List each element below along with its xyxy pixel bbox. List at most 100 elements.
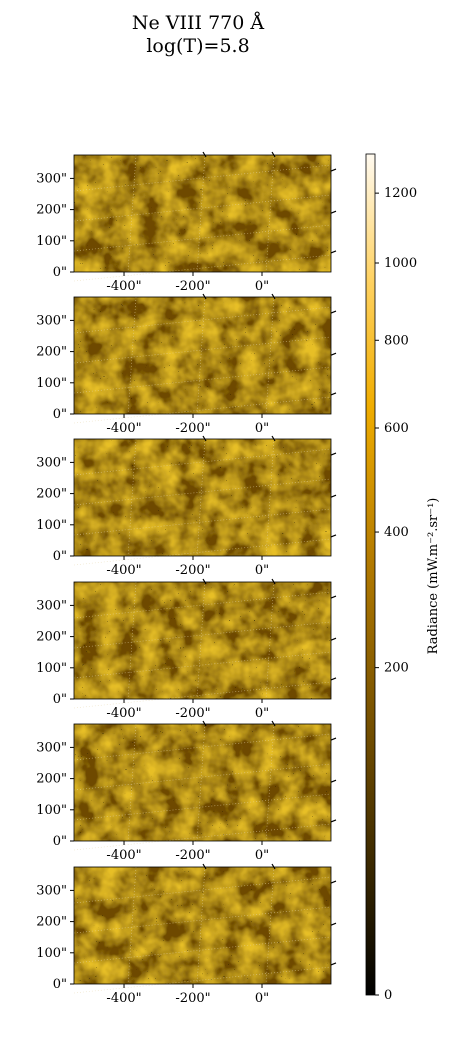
x-tick-label: 0" xyxy=(255,563,269,578)
right-tick-mark xyxy=(330,210,337,214)
figure-title-line-2: log(T)=5.8 xyxy=(146,35,250,57)
grid-line xyxy=(73,448,332,476)
colorbar-gradient xyxy=(366,154,375,995)
top-tick-mark xyxy=(271,293,276,300)
x-tick-label: 0" xyxy=(255,279,269,294)
x-tick-label: 0" xyxy=(255,706,269,721)
top-tick-mark xyxy=(202,578,207,585)
y-tick-label: 300" xyxy=(36,171,67,186)
y-tick-label: 200" xyxy=(36,772,67,787)
x-tick-label: 0" xyxy=(255,991,269,1006)
x-tick-label: -200" xyxy=(175,279,210,294)
grid-line xyxy=(73,538,332,566)
panel-3: 0" 100" 200" 300" -400" -200" 0" xyxy=(36,435,337,578)
grid-line xyxy=(73,651,332,679)
y-tick-label: 300" xyxy=(36,740,67,755)
top-tick-mark xyxy=(202,151,207,158)
grid-line xyxy=(73,793,332,821)
right-tick-mark xyxy=(330,922,337,926)
colorbar-frame xyxy=(365,153,376,996)
right-tick-mark xyxy=(330,352,337,356)
grid-line xyxy=(73,733,332,761)
y-tick-label: 100" xyxy=(36,234,67,249)
right-tick-mark xyxy=(330,168,337,172)
y-tick-label: 100" xyxy=(36,661,67,676)
colorbar-tick-label: 0 xyxy=(384,988,392,1003)
top-tick-mark xyxy=(271,151,276,158)
x-tick-label: -200" xyxy=(175,848,210,863)
panel-frame xyxy=(73,581,332,700)
y-tick-label: 0" xyxy=(53,407,67,422)
panel-2: 0" 100" 200" 300" -400" -200" 0" xyxy=(36,293,337,436)
y-tick-label: 300" xyxy=(36,455,67,470)
y-tick-label: 0" xyxy=(53,549,67,564)
y-tick-label: 300" xyxy=(36,598,67,613)
panel-frame xyxy=(73,296,332,415)
grid-line xyxy=(73,254,332,282)
panel-frame xyxy=(73,866,332,985)
top-tick-mark xyxy=(271,720,276,727)
x-tick-label: -400" xyxy=(106,848,141,863)
y-tick-label: 100" xyxy=(36,376,67,391)
x-tick-label: -400" xyxy=(106,706,141,721)
right-tick-mark xyxy=(330,637,337,641)
grid-line xyxy=(73,591,332,619)
top-tick-mark xyxy=(271,435,276,442)
top-tick-mark xyxy=(202,720,207,727)
figure-title-line-1: Ne VIII 770 Å xyxy=(131,12,265,34)
right-tick-mark xyxy=(330,310,337,314)
x-tick-label: -400" xyxy=(106,991,141,1006)
grid-line xyxy=(73,396,332,424)
right-tick-mark xyxy=(330,595,337,599)
y-tick-label: 200" xyxy=(36,345,67,360)
missing-pixels xyxy=(74,867,331,984)
y-tick-label: 200" xyxy=(36,630,67,645)
missing-pixels xyxy=(74,155,331,272)
right-tick-mark xyxy=(330,677,337,681)
y-tick-label: 0" xyxy=(53,834,67,849)
x-tick-label: -200" xyxy=(175,421,210,436)
right-tick-mark xyxy=(330,962,337,966)
colorbar: 0 200 400 600 800 1000 1200 Radiance (mW.m⁻².sr… xyxy=(365,153,441,1003)
y-tick-label: 300" xyxy=(36,313,67,328)
right-tick-mark xyxy=(330,819,337,823)
missing-pixels xyxy=(74,439,331,556)
x-tick-label: -400" xyxy=(106,279,141,294)
x-tick-label: -400" xyxy=(106,563,141,578)
panel-frame xyxy=(73,723,332,842)
colorbar-tick-label: 600 xyxy=(384,421,409,436)
grid-line xyxy=(73,906,332,934)
right-tick-mark xyxy=(330,880,337,884)
grid-line xyxy=(73,876,332,904)
x-tick-label: -200" xyxy=(175,706,210,721)
y-tick-label: 200" xyxy=(36,487,67,502)
colorbar-tick-label: 200 xyxy=(384,661,409,676)
right-tick-mark xyxy=(330,534,337,538)
right-tick-mark xyxy=(330,779,337,783)
panel-frame xyxy=(73,438,332,557)
grid-line xyxy=(73,621,332,649)
y-tick-label: 0" xyxy=(53,977,67,992)
missing-pixels xyxy=(74,724,331,841)
x-tick-label: 0" xyxy=(255,421,269,436)
grid-line xyxy=(73,224,332,252)
grid-line xyxy=(73,164,332,192)
right-tick-mark xyxy=(330,452,337,456)
top-tick-mark xyxy=(202,435,207,442)
panel-1: 0" 100" 200" 300" -400" -200" 0" xyxy=(36,151,337,294)
panel-frame xyxy=(73,154,332,273)
y-tick-label: 0" xyxy=(53,265,67,280)
y-tick-label: 100" xyxy=(36,946,67,961)
y-tick-label: 100" xyxy=(36,803,67,818)
y-tick-label: 100" xyxy=(36,518,67,533)
grid-line xyxy=(73,823,332,851)
grid-line xyxy=(73,966,332,994)
x-tick-label: -400" xyxy=(106,421,141,436)
x-tick-label: 0" xyxy=(255,848,269,863)
grid-line xyxy=(73,508,332,536)
top-tick-mark xyxy=(271,578,276,585)
panel-5: 0" 100" 200" 300" -400" -200" 0" xyxy=(36,720,337,863)
x-tick-label: -200" xyxy=(175,991,210,1006)
colorbar-tick-label: 1200 xyxy=(384,186,417,201)
